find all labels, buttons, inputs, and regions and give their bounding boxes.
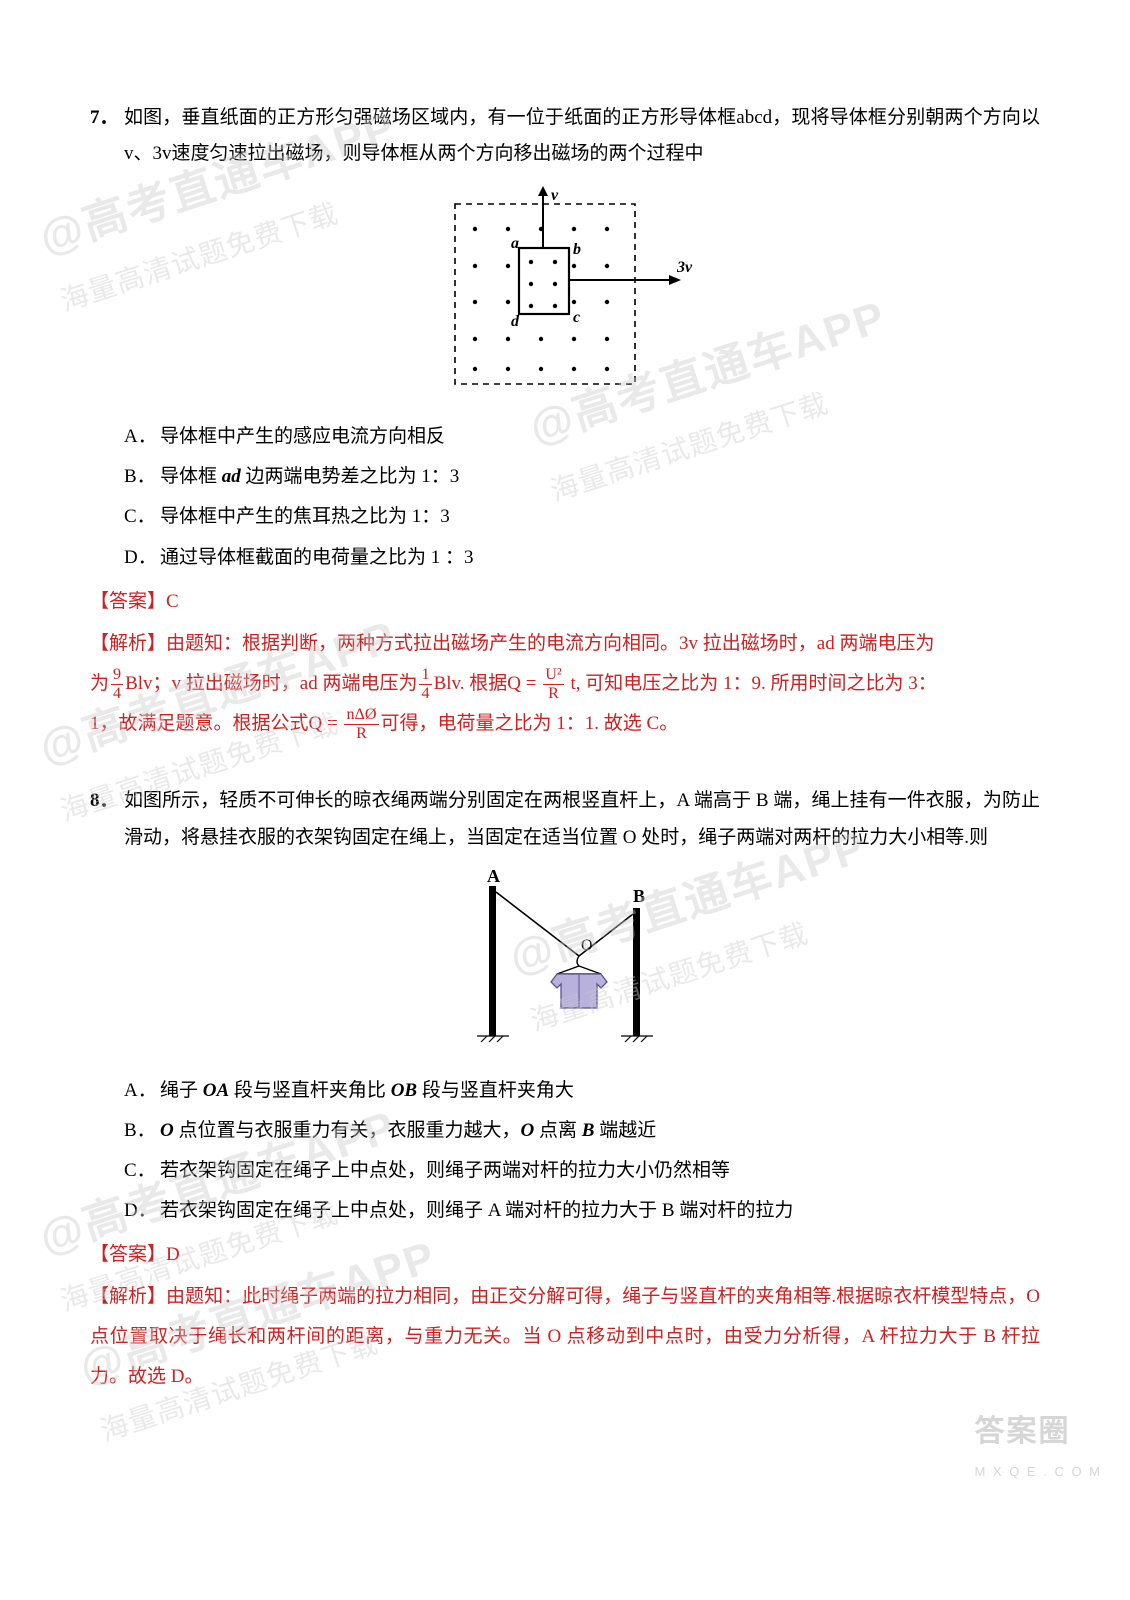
q8-option-b: B．O 点位置与衣服重力有关，衣服重力越大，O 点离 B 端越近 bbox=[124, 1113, 1040, 1149]
option-text: 绳子 OA 段与竖直杆夹角比 OB 段与竖直杆夹角大 bbox=[160, 1073, 1040, 1109]
q8-option-d: D．若衣架钩固定在绳子上中点处，则绳子 A 端对杆的拉力大于 B 端对杆的拉力 bbox=[124, 1193, 1040, 1229]
q8-diagram-svg: A B O bbox=[425, 868, 705, 1048]
q8-answer-line: 【答案】D bbox=[90, 1237, 1040, 1273]
option-label: C． bbox=[124, 499, 160, 535]
option-label: D． bbox=[124, 540, 160, 576]
q8-header: 8． 如图所示，轻质不可伸长的晾衣绳两端分别固定在两根竖直杆上，A 端高于 B … bbox=[90, 783, 1040, 855]
explain-p1: 由题知：根据判断，两种方式拉出磁场产生的电流方向相同。3v 拉出磁场时，ad 两… bbox=[166, 633, 934, 654]
answer-value: D bbox=[166, 1244, 180, 1265]
q8-label-a: A bbox=[487, 868, 500, 886]
option-label: C． bbox=[124, 1153, 160, 1189]
q8-number: 8． bbox=[90, 783, 124, 855]
q7-stem-text: 如图，垂直纸面的正方形匀强磁场区域内，有一位于纸面的正方形导体框abcd，现将导… bbox=[124, 107, 1040, 164]
option-label: D． bbox=[124, 1193, 160, 1229]
q7-label-c: c bbox=[573, 309, 580, 326]
q7-figure: a b c d v 3v bbox=[90, 184, 1040, 407]
option-label: B． bbox=[124, 1113, 160, 1149]
q7-option-a: A．导体框中产生的感应电流方向相反 bbox=[124, 419, 1040, 455]
option-text: O 点位置与衣服重力有关，衣服重力越大，O 点离 B 端越近 bbox=[160, 1113, 1040, 1149]
question-8: 8． 如图所示，轻质不可伸长的晾衣绳两端分别固定在两根竖直杆上，A 端高于 B … bbox=[90, 783, 1040, 1396]
q8-answer-block: 【答案】D 【解析】由题知：此时绳子两端的拉力相同，由正交分解可得，绳子与竖直杆… bbox=[90, 1237, 1040, 1397]
q7-explanation: 【解析】由题知：根据判断，两种方式拉出磁场产生的电流方向相同。3v 拉出磁场时，… bbox=[90, 624, 1040, 744]
q8-option-a: A．绳子 OA 段与竖直杆夹角比 OB 段与竖直杆夹角大 bbox=[124, 1073, 1040, 1109]
explain-label: 【解析】 bbox=[90, 1286, 166, 1307]
q7-option-b: B．导体框 ad 边两端电势差之比为 1：3 bbox=[124, 459, 1040, 495]
explain-label: 【解析】 bbox=[90, 633, 166, 654]
option-label: A． bbox=[124, 419, 160, 455]
option-text: 通过导体框截面的电荷量之比为 1 ：3 bbox=[160, 540, 1040, 576]
question-7: 7． 如图，垂直纸面的正方形匀强磁场区域内，有一位于纸面的正方形导体框abcd，… bbox=[90, 100, 1040, 743]
q8-label-b: B bbox=[633, 886, 645, 906]
option-label: B． bbox=[124, 459, 160, 495]
q7-label-b: b bbox=[573, 241, 581, 258]
option-text: 导体框 ad 边两端电势差之比为 1：3 bbox=[160, 459, 1040, 495]
answer-value: C bbox=[166, 591, 179, 612]
q7-label-v: v bbox=[551, 187, 559, 204]
q7-label-a: a bbox=[511, 235, 519, 252]
answer-label: 【答案】 bbox=[90, 1244, 166, 1265]
q7-diagram-svg: a b c d v 3v bbox=[415, 184, 715, 394]
q7-option-c: C．导体框中产生的焦耳热之比为 1：3 bbox=[124, 499, 1040, 535]
option-text: 导体框中产生的焦耳热之比为 1：3 bbox=[160, 499, 1040, 535]
option-text: 导体框中产生的感应电流方向相反 bbox=[160, 419, 1040, 455]
q8-options: A．绳子 OA 段与竖直杆夹角比 OB 段与竖直杆夹角大 B．O 点位置与衣服重… bbox=[124, 1073, 1040, 1229]
option-text: 若衣架钩固定在绳子上中点处，则绳子 A 端对杆的拉力大于 B 端对杆的拉力 bbox=[160, 1193, 1040, 1229]
answer-label: 【答案】 bbox=[90, 591, 166, 612]
opt-b-text: 导体框 ad 边两端电势差之比为 1：3 bbox=[160, 466, 459, 487]
q7-stem: 如图，垂直纸面的正方形匀强磁场区域内，有一位于纸面的正方形导体框abcd，现将导… bbox=[124, 100, 1040, 172]
q7-options: A．导体框中产生的感应电流方向相反 B．导体框 ad 边两端电势差之比为 1：3… bbox=[124, 419, 1040, 575]
corner-badge: 答案圈 M X Q E . C O M bbox=[974, 1403, 1102, 1485]
q7-label-3v: 3v bbox=[676, 259, 693, 276]
q8-label-o: O bbox=[581, 937, 593, 954]
explain-row3: 1，故满足题意。根据公式Q = nΔØR可得，电荷量之比为 1：1. 故选 C。 bbox=[90, 713, 678, 734]
corner-badge-bottom: M X Q E . C O M bbox=[974, 1460, 1102, 1485]
explain-text: 由题知：此时绳子两端的拉力相同，由正交分解可得，绳子与竖直杆的夹角相等.根据晾衣… bbox=[90, 1286, 1040, 1387]
corner-badge-top: 答案圈 bbox=[974, 1403, 1102, 1460]
q8-figure: A B O bbox=[90, 868, 1040, 1061]
explain-row2: 为94Blv；v 拉出磁场时，ad 两端电压为14Blv. 根据Q = U²R … bbox=[90, 673, 937, 694]
q7-header: 7． 如图，垂直纸面的正方形匀强磁场区域内，有一位于纸面的正方形导体框abcd，… bbox=[90, 100, 1040, 172]
q8-explanation: 【解析】由题知：此时绳子两端的拉力相同，由正交分解可得，绳子与竖直杆的夹角相等.… bbox=[90, 1277, 1040, 1397]
q8-option-c: C．若衣架钩固定在绳子上中点处，则绳子两端对杆的拉力大小仍然相等 bbox=[124, 1153, 1040, 1189]
q7-answer-block: 【答案】C 【解析】由题知：根据判断，两种方式拉出磁场产生的电流方向相同。3v … bbox=[90, 584, 1040, 744]
q8-stem: 如图所示，轻质不可伸长的晾衣绳两端分别固定在两根竖直杆上，A 端高于 B 端，绳… bbox=[124, 783, 1040, 855]
q7-number: 7． bbox=[90, 100, 124, 172]
option-label: A． bbox=[124, 1073, 160, 1109]
q7-answer-line: 【答案】C bbox=[90, 584, 1040, 620]
option-text: 若衣架钩固定在绳子上中点处，则绳子两端对杆的拉力大小仍然相等 bbox=[160, 1153, 1040, 1189]
q7-label-d: d bbox=[511, 313, 520, 330]
q7-option-d: D．通过导体框截面的电荷量之比为 1 ：3 bbox=[124, 540, 1040, 576]
